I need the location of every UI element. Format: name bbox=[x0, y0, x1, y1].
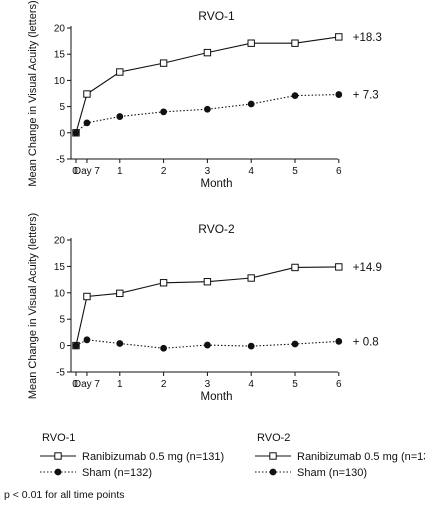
data-point bbox=[116, 340, 124, 347]
data-point bbox=[247, 39, 255, 47]
y-tick-label: 15 bbox=[54, 262, 66, 273]
legend-group-2: RVO-2 Ranibizumab 0.5 mg (n=130) Sham (n=1… bbox=[255, 432, 425, 479]
y-tick-label: -5 bbox=[56, 368, 65, 379]
y-tick-label: 20 bbox=[54, 236, 66, 247]
data-point bbox=[335, 337, 343, 345]
data-point bbox=[116, 113, 124, 120]
legend-swatch-marker bbox=[54, 452, 62, 460]
x-tick-label: Day 7 bbox=[74, 166, 101, 177]
x-tick-label: 5 bbox=[292, 166, 298, 177]
data-point bbox=[72, 342, 80, 349]
series-ranibizumab: +18.3 bbox=[72, 32, 382, 137]
y-tick-label: 5 bbox=[59, 315, 65, 326]
series-line bbox=[75, 93, 339, 134]
x-axis-title: Month bbox=[201, 178, 233, 190]
chart-title: RVO-1 bbox=[198, 9, 235, 23]
data-point bbox=[247, 274, 255, 282]
data-point bbox=[160, 344, 168, 352]
end-value-label: +14.9 bbox=[353, 262, 382, 274]
y-tick-label: 5 bbox=[59, 102, 65, 113]
data-point bbox=[204, 341, 211, 349]
data-point bbox=[159, 279, 168, 287]
data-point bbox=[83, 292, 91, 301]
data-point bbox=[83, 336, 91, 344]
y-tick-label: 20 bbox=[54, 24, 66, 35]
legend-item: Sham (n=132) bbox=[40, 467, 152, 479]
legend-swatch-marker bbox=[54, 468, 62, 476]
x-tick-label: 3 bbox=[205, 379, 211, 390]
x-tick-label: 0 bbox=[72, 379, 78, 390]
data-point bbox=[335, 263, 343, 271]
legend-swatch-marker bbox=[269, 468, 277, 476]
data-point bbox=[116, 289, 124, 298]
y-tick-label: 10 bbox=[54, 76, 66, 87]
data-point bbox=[204, 105, 211, 113]
x-tick-label: 6 bbox=[336, 379, 342, 390]
series-ranibizumab: +14.9 bbox=[72, 262, 382, 350]
data-point bbox=[203, 48, 212, 57]
series-sham: + 7.3 bbox=[72, 90, 379, 137]
x-tick-label: 5 bbox=[292, 379, 298, 390]
legend-label: Sham (n=130) bbox=[297, 467, 367, 479]
legend-group-title: RVO-2 bbox=[257, 432, 290, 444]
end-value-label: + 7.3 bbox=[353, 90, 379, 102]
x-tick-label: Day 7 bbox=[74, 379, 101, 390]
y-tick-label: 0 bbox=[59, 341, 65, 352]
end-value-label: +18.3 bbox=[353, 32, 382, 44]
series-line bbox=[75, 266, 339, 346]
data-point bbox=[335, 33, 343, 41]
data-point bbox=[159, 59, 168, 67]
y-tick-label: -5 bbox=[56, 155, 65, 166]
legend-label: Ranibizumab 0.5 mg (n=130) bbox=[297, 451, 425, 463]
data-point bbox=[203, 278, 212, 286]
legend-group-1: RVO-1 Ranibizumab 0.5 mg (n=131) Sham (n=1… bbox=[40, 432, 224, 479]
data-point bbox=[83, 90, 91, 98]
data-point bbox=[160, 108, 168, 116]
series-line bbox=[75, 36, 339, 133]
end-value-label: + 0.8 bbox=[353, 336, 379, 348]
series-sham: + 0.8 bbox=[72, 336, 379, 352]
legend-item: Ranibizumab 0.5 mg (n=130) bbox=[255, 451, 425, 463]
data-point bbox=[335, 91, 343, 98]
y-axis-title: Mean Change in Visual Acuity (letters) bbox=[27, 213, 39, 399]
data-point bbox=[291, 340, 299, 348]
x-tick-label: 0 bbox=[72, 166, 78, 177]
x-tick-label: 2 bbox=[161, 379, 167, 390]
y-axis-title: Mean Change in Visual Acuity (letters) bbox=[27, 0, 39, 186]
legend-item: Sham (n=130) bbox=[255, 467, 367, 479]
x-tick-label: 4 bbox=[248, 379, 254, 390]
legend-swatch-marker bbox=[269, 452, 277, 460]
y-tick-label: 0 bbox=[59, 128, 65, 139]
series-line bbox=[75, 339, 339, 349]
legend-label: Ranibizumab 0.5 mg (n=131) bbox=[82, 451, 224, 463]
y-tick-label: 10 bbox=[54, 288, 66, 299]
x-tick-label: 4 bbox=[248, 166, 254, 177]
footnote: p < 0.01 for all time points bbox=[4, 489, 125, 501]
legend: RVO-1 Ranibizumab 0.5 mg (n=131) Sham (n=1… bbox=[40, 432, 425, 479]
data-point bbox=[72, 129, 80, 137]
x-tick-label: 6 bbox=[336, 166, 342, 177]
data-point bbox=[291, 263, 299, 272]
data-point bbox=[83, 119, 91, 127]
legend-group-title: RVO-1 bbox=[42, 432, 75, 444]
legend-label: Sham (n=132) bbox=[82, 467, 152, 479]
x-tick-label: 3 bbox=[205, 166, 211, 177]
x-tick-label: 2 bbox=[161, 166, 167, 177]
data-point bbox=[247, 342, 255, 350]
x-tick-label: 1 bbox=[117, 166, 123, 177]
y-tick-label: 15 bbox=[54, 50, 66, 61]
legend-item: Ranibizumab 0.5 mg (n=131) bbox=[40, 451, 224, 463]
data-point bbox=[291, 39, 299, 47]
x-tick-label: 1 bbox=[117, 379, 123, 390]
x-axis-title: Month bbox=[201, 391, 233, 403]
chart-title: RVO-2 bbox=[198, 222, 235, 236]
data-point bbox=[116, 68, 124, 76]
data-point bbox=[291, 92, 299, 99]
data-point bbox=[247, 100, 255, 108]
